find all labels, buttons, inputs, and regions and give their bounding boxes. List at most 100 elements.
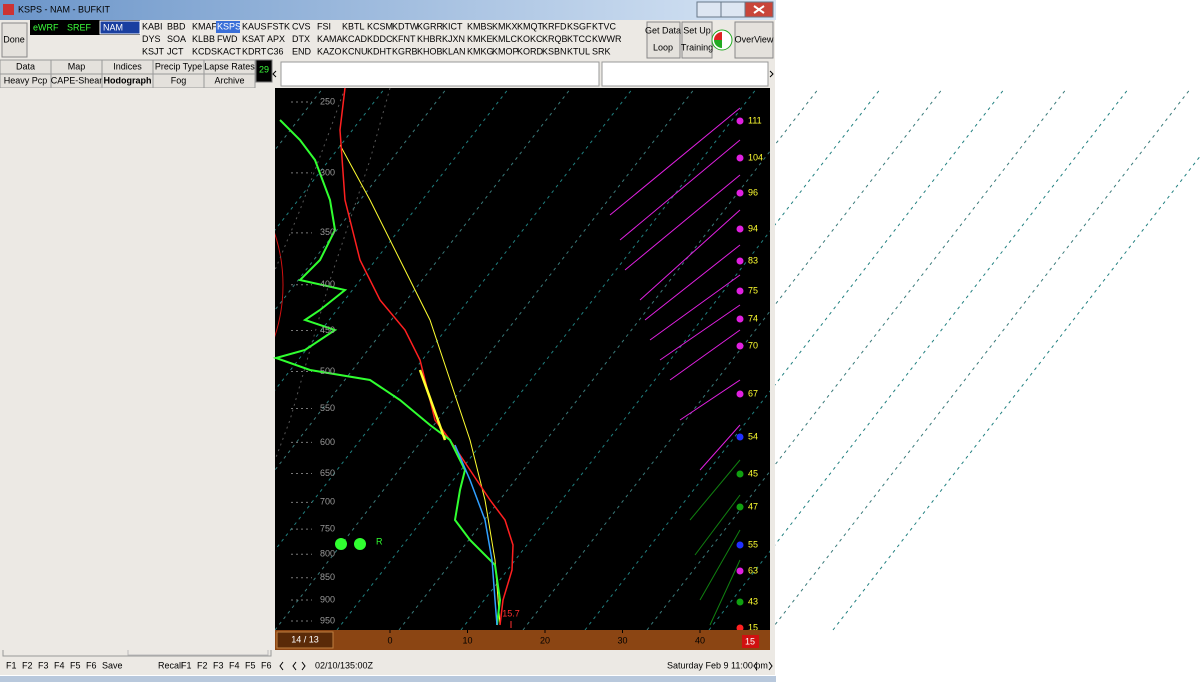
- tab-label[interactable]: Archive: [214, 75, 244, 85]
- station-code[interactable]: KMOP: [492, 46, 519, 56]
- station-code[interactable]: KORD: [517, 46, 544, 56]
- station-code[interactable]: KCDS: [192, 46, 217, 56]
- station-code[interactable]: APX: [267, 34, 285, 44]
- station-code[interactable]: KMKG: [467, 46, 494, 56]
- model-tab[interactable]: NAM: [103, 22, 123, 32]
- function-key[interactable]: F3: [38, 660, 49, 670]
- station-code[interactable]: KSAT: [242, 34, 265, 44]
- station-code[interactable]: KHBR: [417, 34, 443, 44]
- tab-label[interactable]: Data: [16, 61, 35, 71]
- station-code[interactable]: KSGF: [567, 21, 592, 31]
- station-code[interactable]: FSI: [317, 21, 331, 31]
- input-box[interactable]: [601, 61, 769, 87]
- dewpoint-trace: [272, 119, 502, 626]
- temp-label: 10: [462, 635, 472, 645]
- function-key[interactable]: F1: [181, 660, 192, 670]
- function-key[interactable]: F3: [213, 660, 224, 670]
- station-code[interactable]: KABI: [142, 21, 163, 31]
- function-key[interactable]: F4: [229, 660, 240, 670]
- function-key[interactable]: F5: [70, 660, 81, 670]
- tab-label[interactable]: Hodograph: [104, 75, 152, 85]
- temperature-trace: [339, 87, 514, 626]
- station-code[interactable]: DYS: [142, 34, 161, 44]
- input-box[interactable]: [280, 61, 600, 87]
- station-code[interactable]: KSBN: [542, 46, 567, 56]
- station-code[interactable]: FSTK: [267, 21, 290, 31]
- station-code[interactable]: KMKX: [492, 21, 518, 31]
- model-tab[interactable]: eWRF: [33, 22, 59, 32]
- station-code[interactable]: KSPS: [217, 21, 241, 31]
- station-code[interactable]: KAUS: [242, 21, 267, 31]
- station-code[interactable]: CVS: [292, 21, 311, 31]
- station-code[interactable]: BBD: [167, 21, 186, 31]
- station-code[interactable]: KMAF: [192, 21, 218, 31]
- function-key[interactable]: F6: [86, 660, 97, 670]
- tab-label[interactable]: Heavy Pcp: [4, 75, 48, 85]
- tab-label[interactable]: Precip Type: [155, 61, 202, 71]
- tab-label[interactable]: CAPE-Shear: [51, 75, 103, 85]
- station-code[interactable]: KMLC: [492, 34, 518, 44]
- station-code[interactable]: SRK: [592, 46, 611, 56]
- station-code[interactable]: KSJT: [142, 46, 165, 56]
- station-code[interactable]: DTX: [292, 34, 310, 44]
- pressure-label: 250: [320, 96, 335, 106]
- station-code[interactable]: JCT: [167, 46, 184, 56]
- station-code[interactable]: END: [292, 46, 312, 56]
- station-code[interactable]: KMQT: [517, 21, 544, 31]
- get-data-button[interactable]: [646, 21, 681, 59]
- maximize-button[interactable]: [720, 1, 746, 18]
- minimize-button[interactable]: [696, 1, 722, 18]
- station-code[interactable]: KCSM: [367, 21, 393, 31]
- station-code[interactable]: KDHT: [367, 46, 392, 56]
- function-key[interactable]: F2: [22, 660, 33, 670]
- station-code[interactable]: KWWR: [592, 34, 622, 44]
- function-key[interactable]: Save: [102, 660, 123, 670]
- station-code[interactable]: KTVC: [592, 21, 617, 31]
- function-key[interactable]: F5: [245, 660, 256, 670]
- station-code[interactable]: KTUL: [567, 46, 590, 56]
- station-code[interactable]: KJXN: [442, 34, 465, 44]
- app-icon: [3, 4, 14, 15]
- station-code[interactable]: KCNU: [342, 46, 368, 56]
- station-code[interactable]: KMBS: [467, 21, 493, 31]
- function-key[interactable]: F2: [197, 660, 208, 670]
- function-key[interactable]: F6: [261, 660, 272, 670]
- station-code[interactable]: KLBB: [192, 34, 215, 44]
- station-code[interactable]: KDRT: [242, 46, 267, 56]
- station-code[interactable]: KMKE: [467, 34, 493, 44]
- station-code[interactable]: KFNT: [392, 34, 416, 44]
- function-key[interactable]: Recall: [158, 660, 183, 670]
- station-code[interactable]: SOA: [167, 34, 186, 44]
- wind-speed: 70: [748, 340, 758, 350]
- station-code[interactable]: KAZO: [317, 46, 342, 56]
- station-code[interactable]: KRQB: [542, 34, 568, 44]
- station-code[interactable]: KDTW: [392, 21, 419, 31]
- station-code[interactable]: KCAD: [342, 34, 368, 44]
- tab-label[interactable]: Fog: [171, 75, 187, 85]
- tab-label[interactable]: Lapse Rates: [204, 61, 255, 71]
- station-code[interactable]: KRFD: [542, 21, 567, 31]
- setup-button[interactable]: [681, 21, 713, 59]
- station-code[interactable]: FWD: [217, 34, 238, 44]
- station-code[interactable]: KICT: [442, 21, 463, 31]
- station-code[interactable]: KGRB: [392, 46, 418, 56]
- overview-button[interactable]: [734, 21, 774, 59]
- function-key[interactable]: F4: [54, 660, 65, 670]
- model-tab[interactable]: SREF: [67, 22, 92, 32]
- station-code[interactable]: KOKC: [517, 34, 543, 44]
- tab-label[interactable]: Indices: [113, 61, 142, 71]
- station-code[interactable]: KGRR: [417, 21, 444, 31]
- done-button[interactable]: [1, 22, 28, 58]
- wind-shaft: [699, 529, 741, 601]
- station-code[interactable]: KBTL: [342, 21, 365, 31]
- station-code[interactable]: KACT: [217, 46, 242, 56]
- function-key[interactable]: F1: [6, 660, 17, 670]
- station-code[interactable]: KDDC: [367, 34, 393, 44]
- station-code[interactable]: KTCC: [567, 34, 592, 44]
- station-code[interactable]: C36: [267, 46, 284, 56]
- done-label[interactable]: Done: [3, 34, 25, 44]
- station-code[interactable]: KLAN: [442, 46, 466, 56]
- station-code[interactable]: KHOB: [417, 46, 443, 56]
- tab-label[interactable]: Map: [68, 61, 86, 71]
- station-code[interactable]: KAMA: [317, 34, 343, 44]
